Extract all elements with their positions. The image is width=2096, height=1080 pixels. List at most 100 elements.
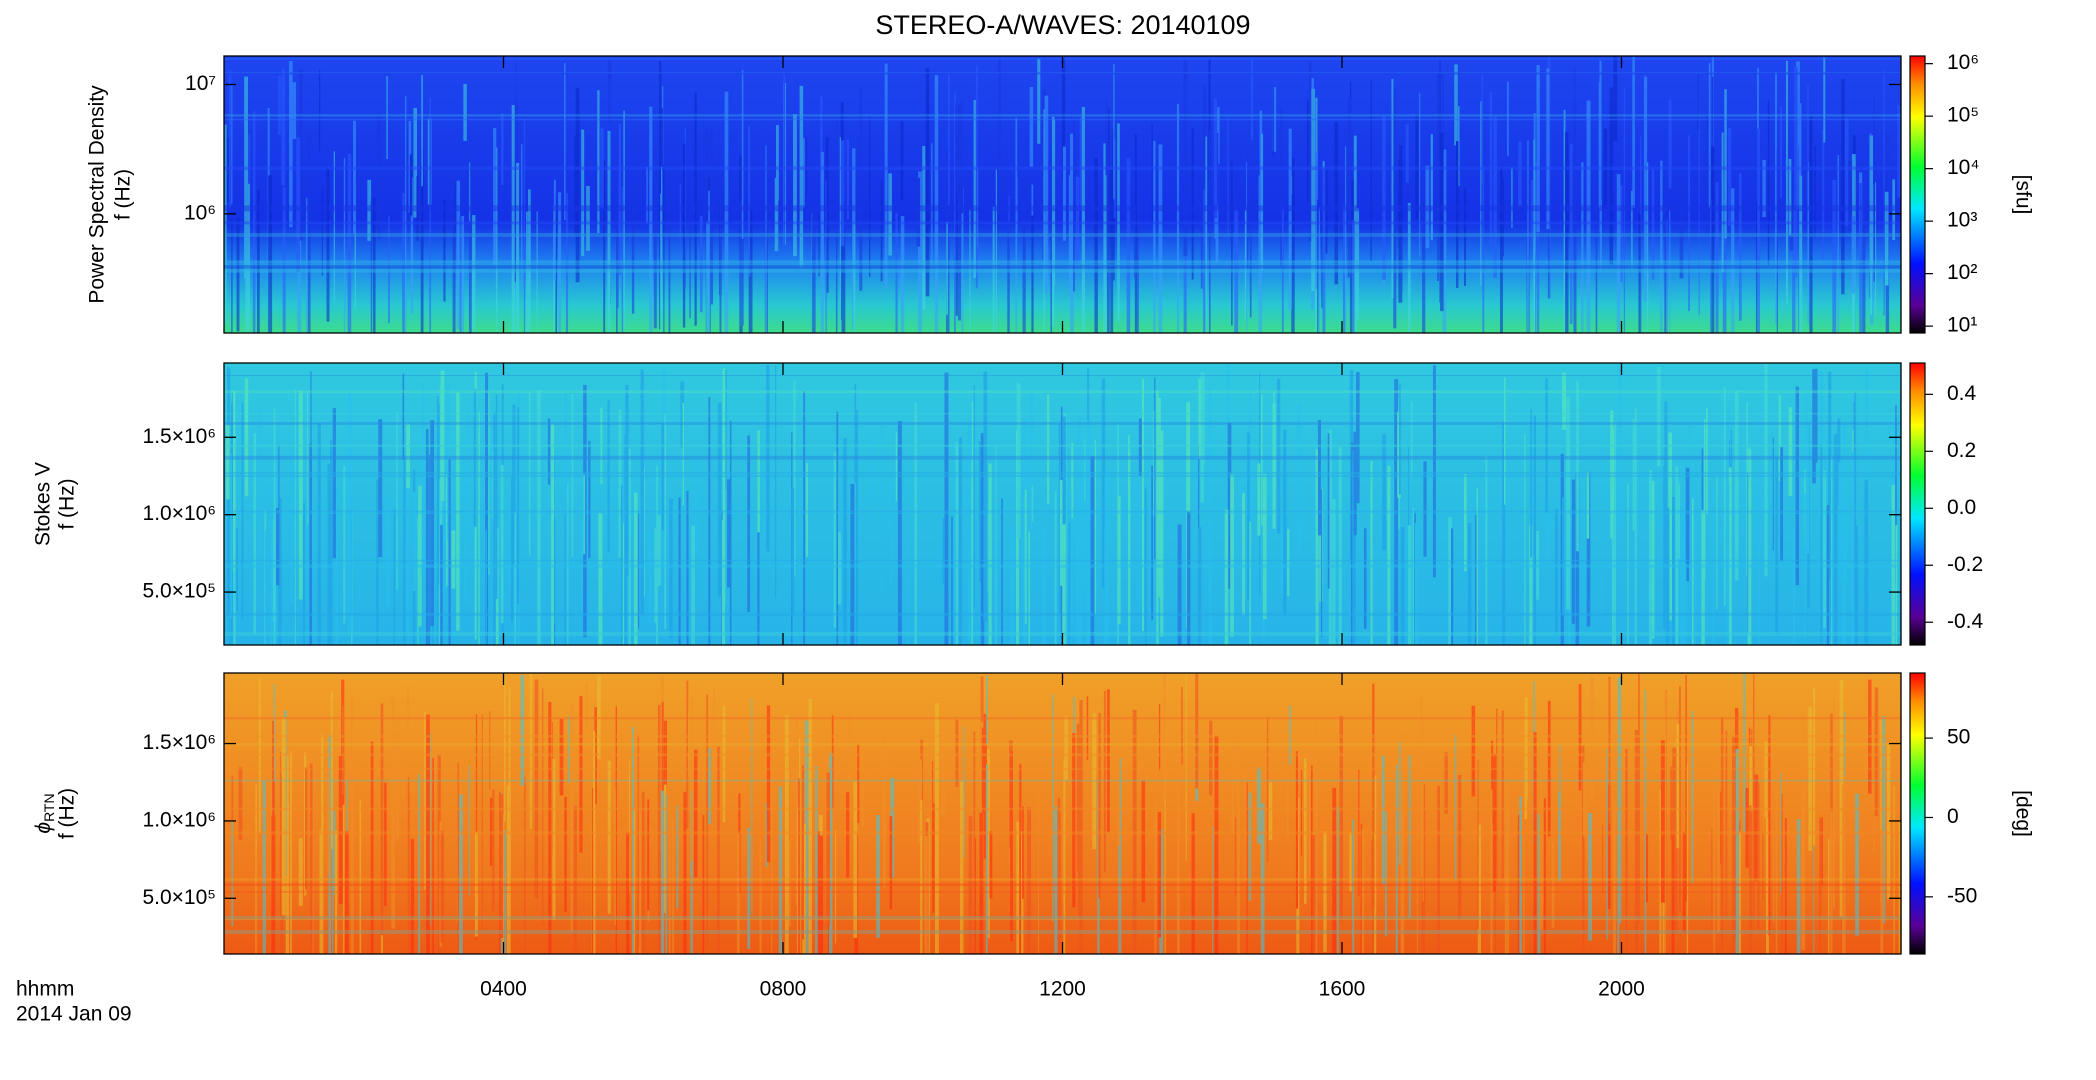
texture-streak	[1117, 753, 1120, 846]
texture-streak	[1892, 179, 1896, 241]
texture-streak	[1672, 747, 1677, 896]
texture-streak	[1262, 473, 1267, 620]
texture-streak	[299, 69, 303, 241]
texture-streak	[825, 137, 829, 293]
texture-streak	[690, 696, 693, 861]
texture-streak	[231, 85, 233, 204]
texture-streak	[1688, 135, 1691, 312]
texture-streak	[1806, 421, 1809, 554]
texture-streak	[1078, 483, 1083, 645]
texture-streak	[1490, 789, 1493, 954]
texture-streak	[456, 392, 460, 631]
texture-streak	[1037, 58, 1041, 144]
texture-streak	[960, 781, 964, 954]
texture-streak	[262, 780, 266, 954]
texture-streak	[326, 167, 330, 322]
texture-streak	[1370, 79, 1372, 262]
texture-streak	[481, 713, 483, 931]
texture-streak	[406, 423, 410, 488]
texture-streak	[290, 448, 293, 604]
texture-streak	[1092, 713, 1097, 850]
texture-streak	[1413, 512, 1416, 645]
texture-streak	[759, 838, 762, 954]
texture-streak	[517, 407, 520, 604]
texture-streak	[1749, 746, 1753, 812]
texture-streak	[343, 794, 345, 954]
texture-band	[224, 753, 1901, 757]
texture-streak	[454, 182, 456, 333]
texture-streak	[1663, 466, 1666, 630]
texture-streak	[1694, 469, 1697, 645]
texture-streak	[1533, 415, 1537, 645]
texture-streak	[1430, 134, 1433, 241]
texture-streak	[1614, 422, 1617, 645]
texture-streak	[1854, 391, 1857, 604]
texture-streak	[1569, 144, 1573, 325]
texture-streak	[1209, 720, 1213, 796]
texture-streak	[1869, 135, 1874, 270]
texture-streak	[1117, 496, 1121, 625]
texture-streak	[1157, 812, 1162, 938]
texture-band	[224, 221, 1901, 225]
texture-streak	[1200, 147, 1203, 289]
texture-streak	[691, 525, 695, 645]
texture-streak	[1886, 745, 1891, 900]
texture-streak	[1423, 461, 1427, 557]
texture-streak	[1725, 730, 1728, 921]
texture-streak	[1083, 501, 1086, 613]
texture-streak	[664, 414, 667, 630]
texture-band	[224, 268, 1901, 273]
texture-streak	[1308, 716, 1311, 877]
colorbar-label: [sfu]	[2011, 175, 2034, 215]
texture-streak	[840, 140, 845, 247]
texture-band	[224, 375, 1901, 377]
texture-band	[224, 891, 1901, 893]
texture-band	[224, 166, 1901, 171]
colorbar-tick-label: 10²	[1947, 261, 1977, 284]
texture-streak	[565, 193, 569, 333]
texture-streak	[354, 187, 357, 309]
texture-streak	[625, 385, 629, 576]
texture-streak	[508, 515, 510, 586]
texture-streak	[570, 714, 573, 933]
texture-streak	[967, 419, 972, 645]
texture-streak	[793, 114, 797, 257]
texture-streak	[1780, 447, 1784, 561]
texture-streak	[969, 209, 971, 333]
texture-streak	[1338, 447, 1342, 645]
texture-streak	[660, 193, 662, 333]
texture-streak	[649, 106, 653, 333]
texture-streak	[1315, 449, 1319, 645]
texture-band	[224, 233, 1901, 237]
texture-streak	[1153, 140, 1156, 333]
texture-streak	[309, 443, 312, 645]
y-axis-label: Power Spectral Density	[86, 85, 109, 304]
texture-streak	[690, 791, 693, 954]
y-tick-label: 10⁷	[185, 72, 216, 95]
texture-streak	[347, 389, 352, 631]
texture-streak	[1698, 109, 1700, 316]
texture-streak	[1680, 511, 1684, 645]
texture-band	[224, 779, 1901, 782]
y-axis-label: f (Hz)	[56, 788, 79, 839]
texture-streak	[1482, 165, 1485, 333]
texture-streak	[853, 781, 858, 938]
texture-streak	[1022, 806, 1024, 899]
texture-streak	[686, 491, 689, 645]
texture-streak	[1458, 106, 1460, 187]
texture-streak	[1455, 141, 1459, 288]
texture-streak	[1796, 819, 1801, 954]
texture-streak	[992, 206, 995, 333]
texture-streak	[1666, 219, 1668, 333]
texture-streak	[1042, 528, 1047, 645]
texture-streak	[980, 433, 985, 645]
texture-streak	[922, 145, 926, 310]
texture-streak	[669, 498, 673, 639]
texture-streak	[1664, 401, 1668, 569]
texture-streak	[995, 169, 997, 333]
texture-streak	[880, 425, 883, 599]
texture-streak	[1227, 115, 1229, 247]
texture-streak	[1198, 445, 1200, 577]
texture-streak	[1502, 421, 1506, 645]
texture-streak	[973, 731, 976, 954]
